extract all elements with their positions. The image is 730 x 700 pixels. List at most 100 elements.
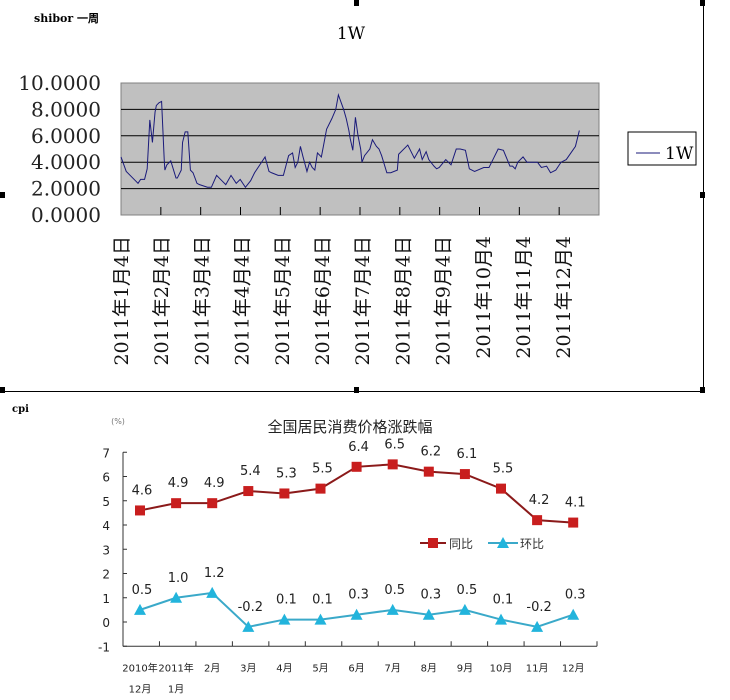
y-tick-label: 5: [102, 495, 110, 509]
legend-label: 环比: [520, 537, 544, 551]
x-tick-label: 2011年10月4: [473, 236, 495, 359]
data-point: [459, 469, 470, 480]
data-point: [423, 466, 434, 477]
y-tick-label: 10.0000: [18, 71, 101, 95]
x-tick-label: 9月: [457, 662, 473, 674]
data-label: 5.4: [240, 464, 261, 479]
data-point: [567, 608, 580, 620]
y-tick-label: 0: [102, 616, 110, 630]
data-label: 0.5: [457, 583, 478, 598]
y-tick-label: 6.0000: [31, 124, 101, 148]
plot-area: [120, 82, 600, 216]
legend-label: 1W: [665, 144, 694, 164]
series-line-1w: [120, 92, 580, 189]
y-tick-label: 1: [102, 592, 110, 606]
legend-box: [627, 131, 697, 166]
x-tick-label: 2011年: [158, 661, 193, 674]
data-point: [278, 613, 291, 625]
x-tick-label: 2011年8月4日: [392, 236, 414, 366]
y-tick-label: 2: [102, 568, 110, 582]
data-label: 0.5: [132, 583, 153, 598]
x-tick-label: 2011年6月4日: [312, 236, 334, 366]
x-tick-label: 1月: [168, 683, 184, 695]
data-point: [134, 603, 146, 615]
x-tick-label: 6月: [348, 662, 364, 674]
x-tick-label: 11月: [526, 662, 549, 674]
data-point: [243, 486, 254, 497]
data-label: 0.1: [276, 593, 297, 608]
data-label: 0.3: [420, 588, 441, 603]
x-tick-label: 2011年7月4日: [352, 236, 374, 366]
y-tick-label: -1: [98, 640, 110, 654]
legend-label: 同比: [449, 537, 473, 551]
y-tick-label: 2.0000: [31, 177, 101, 201]
resize-handle[interactable]: [354, 0, 359, 6]
resize-handle[interactable]: [700, 0, 705, 6]
data-label: 5.3: [276, 466, 297, 481]
x-tick-label: 2月: [204, 662, 220, 674]
data-point: [531, 620, 544, 632]
data-point: [568, 517, 579, 528]
resize-handle[interactable]: [0, 387, 5, 393]
data-label: 4.1: [565, 496, 586, 511]
data-point: [387, 459, 398, 470]
x-tick-label: 2011年4月4日: [232, 236, 254, 366]
y-tick-label: 4.0000: [31, 150, 101, 174]
data-label: 0.5: [384, 583, 405, 598]
y-unit-label: (%): [111, 417, 125, 426]
data-label: 1.2: [204, 566, 225, 581]
chart-title: 1W: [337, 24, 366, 44]
data-label: 0.3: [565, 588, 586, 603]
data-label: 0.1: [493, 593, 514, 608]
data-point: [314, 613, 327, 625]
data-label: 6.1: [457, 447, 478, 462]
x-tick-label: 2011年5月4日: [272, 236, 294, 366]
resize-handle[interactable]: [700, 387, 705, 393]
x-tick-label: 2011年12月4: [553, 236, 575, 359]
x-tick-label: 10月: [490, 662, 513, 674]
x-tick-label: 4月: [276, 662, 292, 674]
x-tick-label: 2011年11月4: [513, 236, 535, 359]
data-point: [206, 586, 219, 598]
data-label: 4.6: [132, 483, 153, 498]
x-tick-label: 2011年9月4日: [433, 236, 455, 366]
data-point: [279, 488, 290, 499]
data-label: -0.2: [526, 600, 551, 615]
data-point: [458, 603, 471, 615]
data-label: 0.3: [348, 588, 369, 603]
x-tick-label: 2011年3月4日: [191, 236, 213, 366]
x-tick-label: 12月: [129, 683, 152, 695]
y-tick-label: 3: [102, 543, 110, 557]
data-label: 6.2: [420, 445, 441, 460]
x-tick-label: 8月: [421, 662, 437, 674]
chart-title: 全国居民消费价格涨跌幅: [267, 418, 432, 436]
data-label: -0.2: [238, 600, 263, 615]
data-label: 5.5: [493, 462, 514, 477]
data-point: [496, 483, 506, 494]
resize-handle[interactable]: [354, 387, 359, 393]
y-tick-label: 4: [102, 519, 110, 533]
data-point: [171, 498, 182, 509]
y-tick-label: 8.0000: [31, 97, 101, 121]
data-label: 4.2: [529, 493, 550, 508]
data-label: 6.4: [348, 440, 369, 455]
data-label: 4.9: [168, 476, 189, 491]
data-label: 5.5: [312, 462, 333, 477]
legend-marker-mom: [497, 537, 509, 548]
legend-marker-yoy: [428, 538, 438, 548]
cpi-chart: 全国居民消费价格涨跌幅 (%) -1 0 1 2 3 4 5 6 7 2010年 12月 2011年 1月 2…: [98, 417, 598, 695]
x-tick-label: 12月: [562, 662, 585, 674]
data-label: 6.5: [384, 437, 405, 452]
data-point: [532, 515, 543, 526]
x-tick-label: 5月: [312, 662, 328, 674]
y-tick-label: 0.0000: [31, 203, 101, 227]
resize-handle[interactable]: [700, 192, 705, 198]
x-tick-label: 2010年: [122, 661, 157, 674]
data-point: [495, 613, 507, 625]
data-label: 0.1: [312, 593, 333, 608]
data-point: [351, 461, 362, 472]
shibor-caption: shibor 一周: [34, 12, 100, 25]
resize-handle[interactable]: [0, 192, 5, 198]
data-point: [207, 498, 218, 509]
